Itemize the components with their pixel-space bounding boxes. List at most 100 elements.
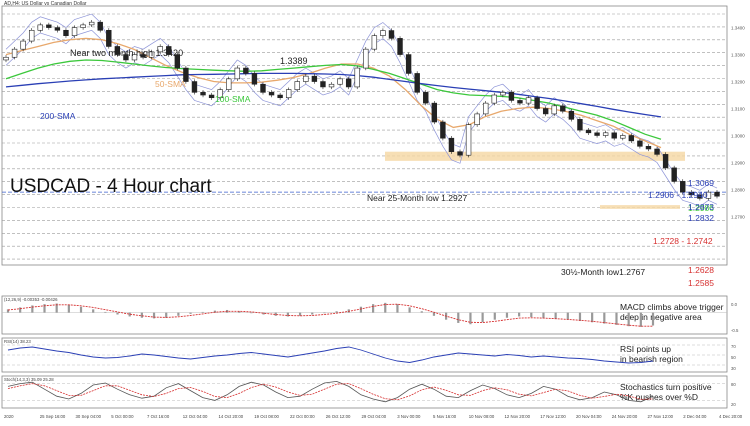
indicator-caption: RSI points up — [620, 344, 671, 354]
candle — [560, 105, 566, 112]
candle — [345, 78, 352, 88]
level-label: 1.3069 — [688, 178, 714, 188]
x-tick-label: 25 Sep 16:00 — [40, 414, 66, 419]
x-tick-label: 14 Oct 20:00 — [219, 414, 244, 419]
candle — [37, 24, 43, 31]
candle — [431, 102, 438, 123]
candle — [166, 46, 172, 55]
candle — [602, 132, 609, 136]
candle — [11, 48, 18, 58]
candle — [423, 92, 429, 104]
candle — [645, 145, 652, 150]
indicator-tick-label: 30 — [731, 366, 736, 371]
candle — [294, 81, 300, 90]
x-tick-label: 29 Oct 04:00 — [362, 414, 387, 419]
y-tick-label: 1.3400 — [731, 26, 745, 31]
y-tick-label: 1.2700 — [731, 214, 745, 219]
indicator-caption: deep in negative area — [620, 312, 702, 322]
x-tick-label: 12 Nov 20:00 — [505, 414, 531, 419]
x-tick-label: 17 Nov 12:00 — [540, 414, 566, 419]
annotation-label: 1.3389 — [280, 56, 308, 66]
candle — [46, 24, 52, 28]
candle — [697, 194, 703, 199]
candle — [28, 29, 35, 42]
candle — [148, 51, 155, 58]
y-tick-label: 1.3200 — [731, 80, 745, 85]
indicator-tick-label: 80 — [731, 382, 736, 387]
candle — [654, 148, 660, 155]
stoch-k-line — [7, 380, 654, 403]
candle — [474, 113, 480, 126]
candle — [491, 94, 497, 104]
sma-label: 200-SMA — [40, 111, 76, 121]
candle — [457, 151, 463, 156]
candle — [380, 30, 386, 36]
indicator-caption: Stochastics turn positive — [620, 382, 712, 392]
candle — [114, 46, 121, 55]
candle — [680, 181, 686, 193]
stoch-d-line — [7, 383, 654, 401]
indicator-caption: MACD climbs above trigger — [620, 302, 724, 312]
x-tick-label: 5 Nov 16:00 — [433, 414, 457, 419]
indicator-tick-label: 0.0 — [731, 302, 738, 307]
candle — [577, 119, 583, 131]
y-tick-label: 1.2900 — [731, 160, 745, 165]
x-tick-label: 7 Oct 16:00 — [147, 414, 170, 419]
candle — [517, 100, 523, 104]
indicator-header: Stoch(14,3,3) 35.09 25.28 — [4, 377, 54, 382]
candle — [388, 30, 395, 39]
indicator-tick-label: -0.5 — [731, 328, 739, 333]
indicator-tick-label: 70 — [731, 344, 736, 349]
x-tick-label: 12 Oct 04:00 — [183, 414, 208, 419]
candle — [123, 54, 129, 61]
sma-line-100-sma — [5, 59, 662, 140]
x-tick-label: 24 Nov 20:00 — [612, 414, 638, 419]
candle — [585, 129, 592, 134]
x-tick-label: 22 Oct 00:00 — [290, 414, 315, 419]
indicator-panel-frame-stoch — [1, 375, 728, 409]
x-tick-label: 27 Nov 12:00 — [648, 414, 674, 419]
y-tick-label: 1.2800 — [731, 187, 745, 192]
candle — [88, 21, 95, 26]
candle — [174, 54, 181, 69]
x-tick-label: 5 Oct 00:00 — [111, 414, 134, 419]
candle — [200, 92, 206, 96]
candle — [234, 67, 240, 80]
indicator-header: RSI(14) 38.23 — [4, 339, 31, 344]
indicator-tick-label: 50 — [731, 355, 736, 360]
candle — [363, 48, 369, 69]
candle — [106, 29, 112, 47]
candle — [80, 24, 86, 28]
rsi-line — [7, 346, 654, 364]
candle — [637, 140, 643, 147]
level-label: 1.2728 - 1.2742 — [653, 236, 713, 246]
candle — [465, 124, 472, 156]
candle — [405, 54, 412, 74]
indicator-header: (12,26,9) -0.00353 -0.00426 — [4, 297, 58, 302]
x-tick-label: 30 Sep 04:00 — [76, 414, 102, 419]
level-label: 1.2873 — [688, 202, 714, 212]
candle — [620, 135, 626, 139]
annotation-label: Near two month high 1.3420 — [70, 48, 183, 58]
candle — [157, 46, 163, 53]
candle — [551, 105, 557, 115]
candle — [131, 54, 138, 61]
candle — [662, 154, 669, 169]
x-tick-label: 20 Nov 04:00 — [576, 414, 602, 419]
candle — [208, 94, 215, 99]
candle — [628, 135, 635, 142]
candle — [140, 54, 146, 58]
candle — [671, 167, 677, 182]
level-label: 1.2832 — [688, 213, 714, 223]
indicator-caption: %K pushes over %D — [620, 392, 698, 402]
candle — [500, 92, 506, 96]
candle — [311, 75, 318, 82]
candle — [371, 35, 378, 50]
y-tick-label: 1.3300 — [731, 53, 745, 58]
candle — [611, 132, 617, 139]
candle — [542, 108, 549, 115]
support-zone — [600, 205, 680, 209]
annotation-label: Near 25-Month low 1.2927 — [367, 193, 467, 203]
indicator-panel-frame-macd — [1, 295, 728, 335]
